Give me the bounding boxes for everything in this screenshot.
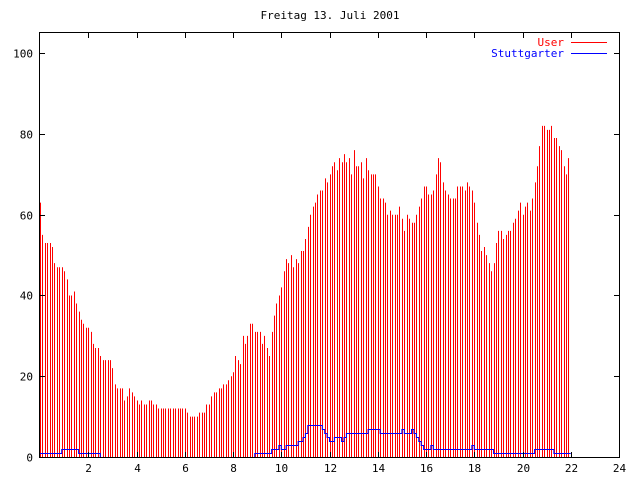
y-tick-label: 100 <box>13 48 33 61</box>
x-tick-label: 16 <box>420 462 433 475</box>
y-tick-label: 40 <box>20 290 33 303</box>
plot-frame <box>39 32 620 458</box>
user-series <box>40 125 569 457</box>
y-tick-label: 60 <box>20 210 33 223</box>
y-tick-label: 20 <box>20 371 33 384</box>
x-tick-label: 8 <box>230 462 237 475</box>
x-tick-label: 14 <box>372 462 386 475</box>
chart-title: Freitag 13. Juli 2001 <box>260 9 399 22</box>
x-tick-label: 10 <box>275 462 288 475</box>
x-tick-label: 2 <box>85 462 92 475</box>
y-tick-label: 80 <box>20 129 33 142</box>
x-tick-label: 18 <box>468 462 481 475</box>
x-tick-label: 6 <box>182 462 189 475</box>
legend-label: Stuttgarter <box>491 47 564 60</box>
x-tick-label: 4 <box>134 462 141 475</box>
y-tick-label: 0 <box>26 452 33 465</box>
x-tick-label: 22 <box>565 462 578 475</box>
x-tick-label: 20 <box>517 462 530 475</box>
x-tick-label: 12 <box>324 462 337 475</box>
legend-label: User <box>538 36 565 49</box>
x-tick-label: 24 <box>613 462 627 475</box>
